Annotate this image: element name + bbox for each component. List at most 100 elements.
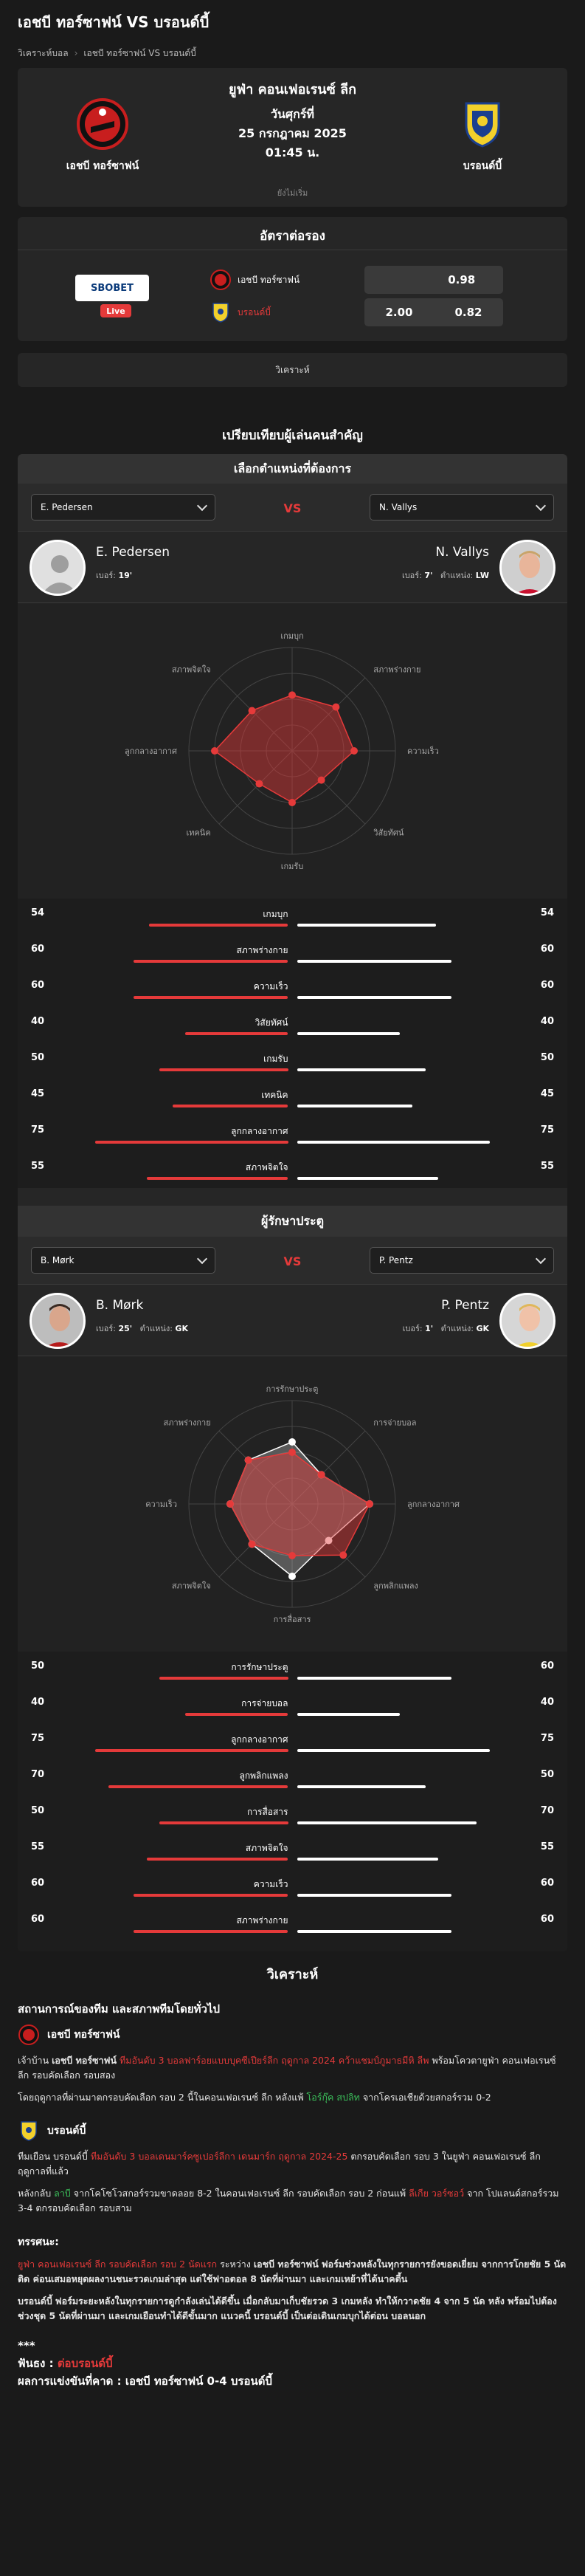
radar-point-l [332,703,340,711]
left-gk-num: 25 [118,1324,130,1333]
player-selects: E. Pedersen VS N. Vallys [18,484,567,531]
away-paragraph-1: ทีมเยือน บรอนด์บี้ ทีมอันดับ 3 บอลเดนมาร… [18,2149,567,2179]
away-paragraph-2: หลังกลับ ลาบี จากโคโซโวสกอร์รวมขาดลอย 8-… [18,2186,567,2216]
stat-bar-right [297,1677,451,1680]
right-player-name: N. Vallys [435,545,489,560]
away-team[interactable]: บรอนด์บี้ [420,97,545,174]
text: หลังกลับ [18,2188,52,2199]
right-gk-meta: เบอร์: 1' ตำแหน่ง: GK [402,1324,489,1333]
radar-axis [218,1503,293,1578]
radar-axis [218,1430,293,1505]
odds-team-name: เอชบี ทอร์ซาฟน์ [238,274,300,285]
odds-price: 0.98 [448,273,476,286]
home-team[interactable]: เอชบี ทอร์ซาฟน์ [40,97,165,174]
right-gk-select-value: P. Pentz [379,1255,413,1265]
odds-row: บรอนด์บี้ 2.00 0.82 [210,298,519,326]
radar-point-l [226,1500,234,1508]
right-player-meta: เบอร์: 7' ตำแหน่ง: LW [401,571,489,580]
odds-box[interactable]: 0.98 [364,266,503,294]
stat-bar-left [185,1713,288,1716]
radar-point-l [317,1471,325,1479]
left-gk-select[interactable]: B. Mørk [31,1247,215,1274]
stat-left-value: 50 [31,1805,45,1816]
stat-bar-left [134,1894,288,1897]
left-gk-pos: GK [175,1324,188,1333]
stat-row: 55 สภาพจิตใจ 55 [31,1833,554,1869]
radar-point-l [248,1540,256,1548]
left-player-name: E. Pedersen [96,545,170,560]
radar-axis-label: เกมบุก [280,631,303,641]
tab-analysis[interactable]: วิเคราะห์ [275,364,310,375]
analysis-heading: สถานการณ์ของทีม และสภาพทีมโดยทั่วไป [18,2002,220,2016]
stat-label: วิสัยทัศน์ [255,1017,288,1028]
right-player-avatar [499,540,555,596]
right-gk-pos-label: ตำแหน่ง: [440,1324,474,1333]
stat-row: 55 สภาพจิตใจ 55 [31,1152,554,1188]
radar-point-l [317,776,325,784]
breadcrumb-separator: › [74,48,78,58]
away-team-logo-icon [21,2121,37,2141]
score-value: เอชบี ทอร์ซาฟน์ 0-4 บรอนด์บี้ [125,2374,272,2388]
right-gk-select[interactable]: P. Pentz [370,1247,554,1274]
stat-bar-right [297,1749,490,1752]
final-prediction: *** ฟันธง : ต่อบรอนด์บี้ ผลการแข่งขันที่… [18,2337,567,2390]
sbobet-logo[interactable]: SBOBET [75,275,149,301]
right-player-select[interactable]: N. Vallys [370,494,554,521]
pick-line: ฟันธง : ต่อบรอนด์บี้ [18,2355,567,2372]
radar-axis-label: สภาพร่างกาย [164,1418,211,1428]
left-gk-num-label: เบอร์: [96,1324,116,1333]
match-time: 01:45 น. [265,145,320,159]
stat-left-value: 50 [31,1052,45,1063]
text: บรอนด์บี้ [18,2295,52,2307]
player-photo-icon [502,542,553,594]
left-gk-meta: เบอร์: 25' ตำแหน่ง: GK [96,1324,188,1333]
odds-box[interactable]: 2.00 0.82 [364,298,503,326]
stat-bar-left [146,1177,288,1180]
stat-label: ลูกกลางอากาศ [231,1126,288,1136]
gk-title: ผู้รักษาประตู [18,1206,567,1237]
trend-paragraph-2: บรอนด์บี้ ฟอร์มระยะหลังในทุกรายการดูกำลั… [18,2294,567,2323]
text: ทีมอันดับ 3 บอลเดนมาร์คซูเปอร์ลีกา เดนมา… [90,2151,348,2162]
radar-point-r [325,1536,333,1545]
stat-right-value: 55 [540,1161,554,1172]
breadcrumb-home[interactable]: วิเคราะห์บอล [18,47,69,58]
stat-label: สภาพจิตใจ [245,1162,288,1172]
stat-label: การรักษาประตู [231,1662,288,1672]
stat-right-value: 50 [540,1052,554,1063]
home-team-small-logo-icon [210,269,231,290]
stat-row: 54 เกมบุก 54 [31,899,554,935]
text: ระหว่าง [220,2259,251,2270]
home-team-line: เอชบี ทอร์ซาฟน์ [18,2024,567,2046]
radar-point-l [244,1456,252,1464]
odds-title: อัตราต่อรอง [260,229,325,244]
odds-price: 0.82 [454,306,482,319]
text: จาก [467,2188,484,2199]
text: พร้อมโควตายูฟ่า คอนเฟอเรนซ์ ลีก รอบคัดเล… [18,2055,556,2081]
home-team-name: เอชบี ทอร์ซาฟน์ [66,160,139,172]
stat-bar-right [297,1821,477,1824]
left-player-num-label: เบอร์: [96,571,116,580]
radar-axis-label: สภาพจิตใจ [172,1581,211,1590]
match-day: วันศุกร์ที่ [271,107,314,121]
right-gk-avatar [499,1293,555,1349]
score-label: ผลการแข่งขันที่คาด : [18,2374,122,2388]
compare-section-title: เปรียบเทียบผู้เล่นคนสำคัญ [222,428,363,443]
text: เป็นต่อเดินเกมบุกได้ต่อน บอลนอก [291,2310,426,2321]
radar-point-l [350,747,358,755]
stat-bar-right [297,1177,439,1180]
analysis-tab[interactable]: วิเคราะห์ [18,353,567,387]
player-header: E. Pedersen เบอร์: 19' N. Vallys เบอร์: … [18,531,567,603]
stat-right-value: 75 [540,1733,554,1744]
stat-left-value: 40 [31,1016,45,1027]
stat-right-value: 60 [540,980,554,991]
radar-axis-label: สภาพร่างกาย [373,665,420,675]
right-player-num: 7 [424,571,431,580]
text: ทีมอันดับ 3 บอลฟาร์อยแบบบุคซีเปียร์ลีก ฤ… [120,2055,429,2066]
text: ยูฟ่า คอนเฟอเรนซ์ ลีก รอบคัดเลือก รอบ 2 … [18,2259,218,2270]
left-player-select[interactable]: E. Pedersen [31,494,215,521]
stars: *** [18,2339,35,2352]
stat-label: ลูกกลางอากาศ [231,1734,288,1745]
left-gk-pos-label: ตำแหน่ง: [139,1324,173,1333]
home-team-logo-icon [77,98,128,150]
text: โดยฤดูกาลที่ผ่านมาตกรอบคัดเลือก รอบ 2 นี… [18,2092,304,2103]
